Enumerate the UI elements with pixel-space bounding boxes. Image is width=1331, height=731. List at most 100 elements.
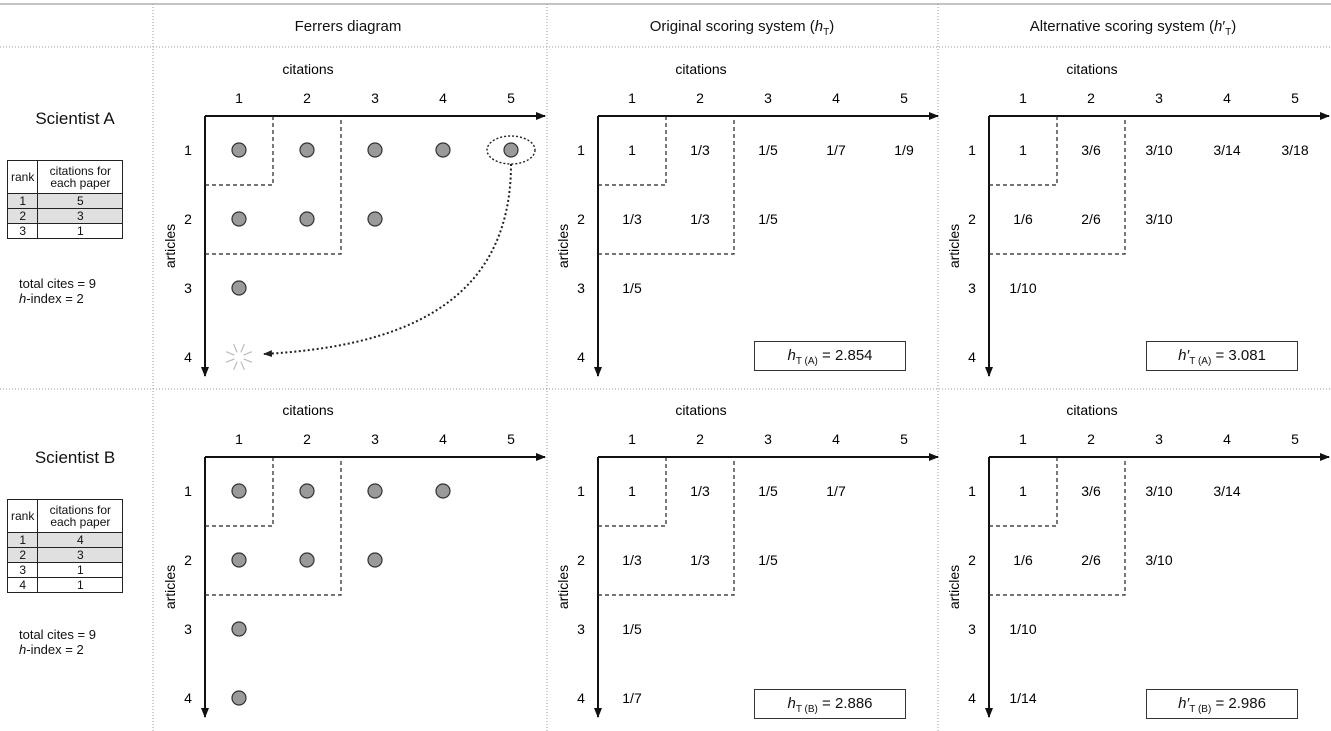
y-tick-label: 4 xyxy=(968,349,976,365)
y-tick-label: 2 xyxy=(968,552,976,568)
h-index-square-1 xyxy=(205,116,274,186)
score-cell: 2/6 xyxy=(1081,552,1101,568)
y-tick-label: 3 xyxy=(577,280,585,296)
score-cell: 1/6 xyxy=(1013,211,1033,227)
x-tick-label: 5 xyxy=(900,431,908,447)
x-tick-label: 2 xyxy=(1087,90,1095,106)
score-cell: 1/9 xyxy=(894,142,914,158)
y-tick-label: 4 xyxy=(577,349,585,365)
x-tick-label: 4 xyxy=(439,90,447,106)
ferrers-dot xyxy=(299,211,315,227)
header-original-text: Original scoring system xyxy=(649,18,806,35)
h-index-square-2 xyxy=(205,457,342,596)
y-tick-label: 2 xyxy=(577,552,585,568)
panel-alternative-a: citations articles 1 2 3 4 5 1 2 3 4 1 3/6 3/10 3/14 3/… xyxy=(946,61,1330,377)
burst-ray xyxy=(243,358,253,363)
y-tick-label: 1 xyxy=(184,142,192,158)
x-tick-label: 3 xyxy=(1155,431,1163,447)
x-tick-label: 1 xyxy=(628,90,636,106)
burst-ray xyxy=(233,361,238,371)
score-cell: 1/14 xyxy=(1009,690,1036,706)
h-index-square-2 xyxy=(205,116,342,255)
ferrers-dot xyxy=(367,483,383,499)
y-tick-label: 3 xyxy=(577,621,585,637)
y-axis-label: articles xyxy=(946,565,962,609)
ferrers-dot xyxy=(231,552,247,568)
x-axis-label: citations xyxy=(675,402,726,418)
scientist-a-total-cites: total cites = 9 xyxy=(19,276,96,291)
x-tick-label: 1 xyxy=(1019,431,1027,447)
score-cell: 1/10 xyxy=(1009,621,1036,637)
score-cell: 3/10 xyxy=(1145,142,1172,158)
score-cell: 1 xyxy=(628,142,636,158)
x-tick-label: 3 xyxy=(371,431,379,447)
move-arrow xyxy=(263,163,512,358)
x-axis-label: citations xyxy=(282,402,333,418)
x-tick-label: 2 xyxy=(1087,431,1095,447)
y-tick-label: 2 xyxy=(968,211,976,227)
y-axis-label: articles xyxy=(555,565,571,609)
burst-ray xyxy=(243,351,253,356)
x-tick-label: 5 xyxy=(507,90,515,106)
score-cell: 1/3 xyxy=(690,552,710,568)
x-axis-label: citations xyxy=(675,61,726,77)
y-tick-label: 2 xyxy=(577,211,585,227)
h-index-square-1 xyxy=(989,457,1058,527)
y-tick-label: 1 xyxy=(968,483,976,499)
h-index-square-1 xyxy=(205,457,274,527)
score-cell: 1/7 xyxy=(826,483,846,499)
y-tick-label: 2 xyxy=(184,211,192,227)
panel-original-b: citations articles 1 2 3 4 5 1 2 3 4 1 1/3 1/5 1/7 1/3 1… xyxy=(555,402,939,718)
y-tick-label: 1 xyxy=(184,483,192,499)
h-index-square-1 xyxy=(598,116,667,186)
y-tick-label: 3 xyxy=(968,280,976,296)
ferrers-dot xyxy=(299,483,315,499)
y-axis-label: articles xyxy=(162,565,178,609)
x-tick-label: 3 xyxy=(371,90,379,106)
scientist-b-h-index: h-index = 2 xyxy=(19,642,84,657)
x-tick-label: 3 xyxy=(1155,90,1163,106)
panel-original-a: citations articles 1 2 3 4 5 1 2 3 4 1 1/3 1/5 1/7 1/9 1… xyxy=(555,61,939,377)
y-axis-label: articles xyxy=(946,224,962,268)
h-index-square-2 xyxy=(989,457,1126,596)
x-tick-label: 5 xyxy=(507,431,515,447)
x-tick-label: 3 xyxy=(764,90,772,106)
x-tick-label: 1 xyxy=(628,431,636,447)
score-cell: 3/10 xyxy=(1145,552,1172,568)
ferrers-dot xyxy=(435,142,451,158)
moved-dot-highlight xyxy=(486,135,536,165)
ferrers-dot xyxy=(231,621,247,637)
scientist-a-original-result: hT (A) = 2.854 xyxy=(754,341,906,371)
score-cell: 1/5 xyxy=(758,483,778,499)
burst-ray xyxy=(240,361,245,371)
ferrers-dot xyxy=(367,142,383,158)
x-tick-label: 4 xyxy=(1223,431,1231,447)
score-cell: 1/3 xyxy=(690,483,710,499)
y-tick-label: 2 xyxy=(184,552,192,568)
score-cell: 1 xyxy=(1019,142,1027,158)
score-cell: 1/5 xyxy=(758,211,778,227)
burst-ray xyxy=(233,343,238,353)
y-tick-label: 4 xyxy=(968,690,976,706)
x-axis-label: citations xyxy=(1066,61,1117,77)
citations-header: citations for each paper xyxy=(37,160,124,194)
rank-header: rank xyxy=(6,499,39,533)
x-tick-label: 4 xyxy=(439,431,447,447)
header-ferrers: Ferrers diagram xyxy=(153,18,543,35)
score-cell: 1/5 xyxy=(758,552,778,568)
score-cell: 1 xyxy=(1019,483,1027,499)
score-cell: 1 xyxy=(628,483,636,499)
scientist-b-original-result: hT (B) = 2.886 xyxy=(754,689,906,719)
score-cell: 1/6 xyxy=(1013,552,1033,568)
h-index-square-2 xyxy=(598,116,735,255)
score-cell: 1/10 xyxy=(1009,280,1036,296)
ferrers-dot xyxy=(231,280,247,296)
score-cell: 3/18 xyxy=(1281,142,1308,158)
x-tick-label: 5 xyxy=(1291,431,1299,447)
